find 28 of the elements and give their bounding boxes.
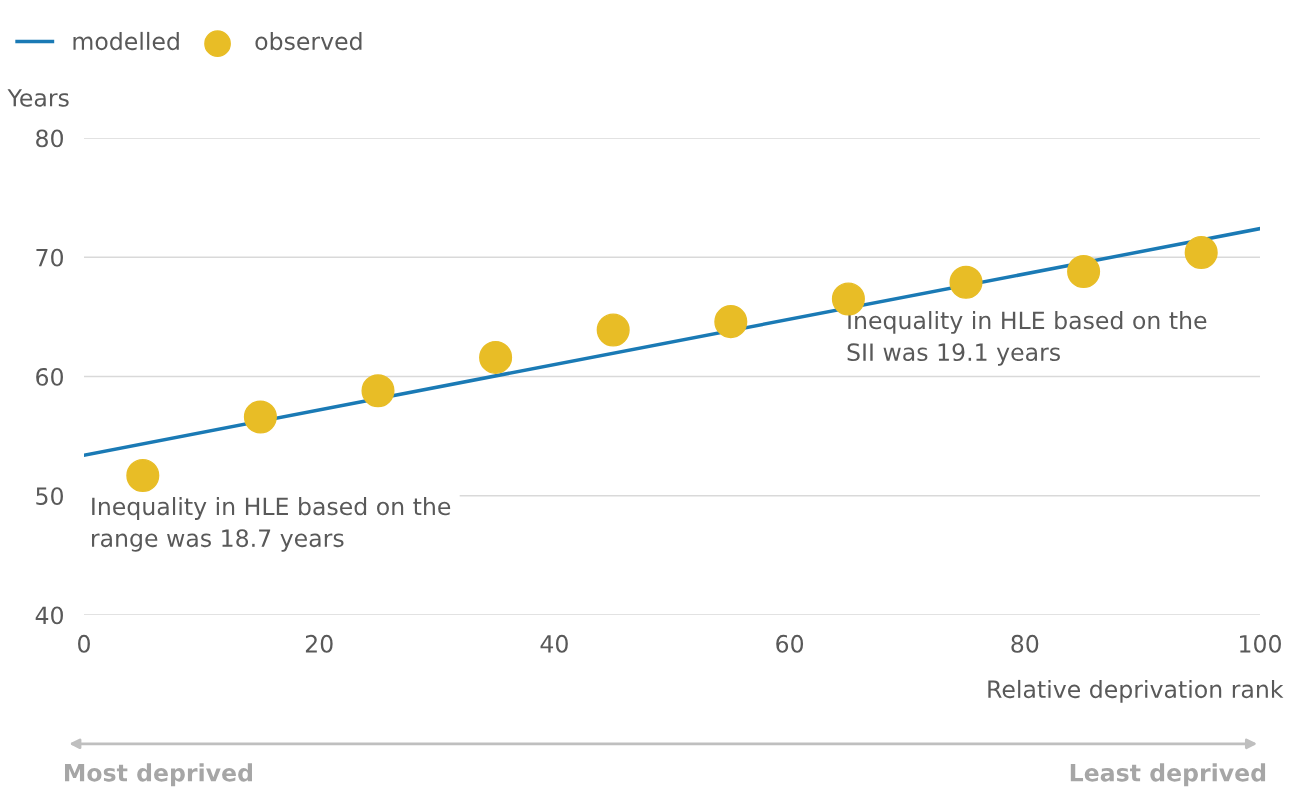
legend-label: observed (255, 31, 362, 51)
x-tick-label: 20 (305, 634, 333, 653)
y-tick-label: 40 (35, 606, 63, 625)
y-tick-label: 60 (36, 367, 63, 386)
text: Least deprived (1070, 763, 1266, 787)
y-tick-label: 50 (36, 487, 63, 506)
point (1184, 235, 1218, 270)
x-tick-label: 40 (540, 634, 568, 653)
x-tick-label: 100 (1240, 634, 1281, 653)
y-tick-label: 70 (36, 248, 63, 267)
y-tick-label: 80 (36, 129, 63, 148)
point (949, 265, 983, 299)
point (1067, 255, 1101, 289)
text: Most deprived (65, 763, 252, 787)
point (126, 458, 160, 493)
point (361, 374, 395, 408)
y-axis-title: Years (7, 89, 69, 107)
point (479, 340, 513, 374)
point (714, 305, 748, 339)
point (596, 313, 630, 347)
x-tick-label: 60 (776, 634, 804, 653)
point (243, 400, 277, 434)
annotation: Inequality in HLE based on the range was 18.7 years (92, 497, 451, 552)
x-tick-label: 80 (1011, 634, 1039, 653)
x-tick-label: 0 (78, 634, 90, 653)
x-axis-title: Relative deprivation rank (988, 679, 1284, 703)
annotation: Inequality in HLE based on the SII was 19.1 years (847, 311, 1207, 366)
legend-label: modelled (73, 31, 179, 51)
